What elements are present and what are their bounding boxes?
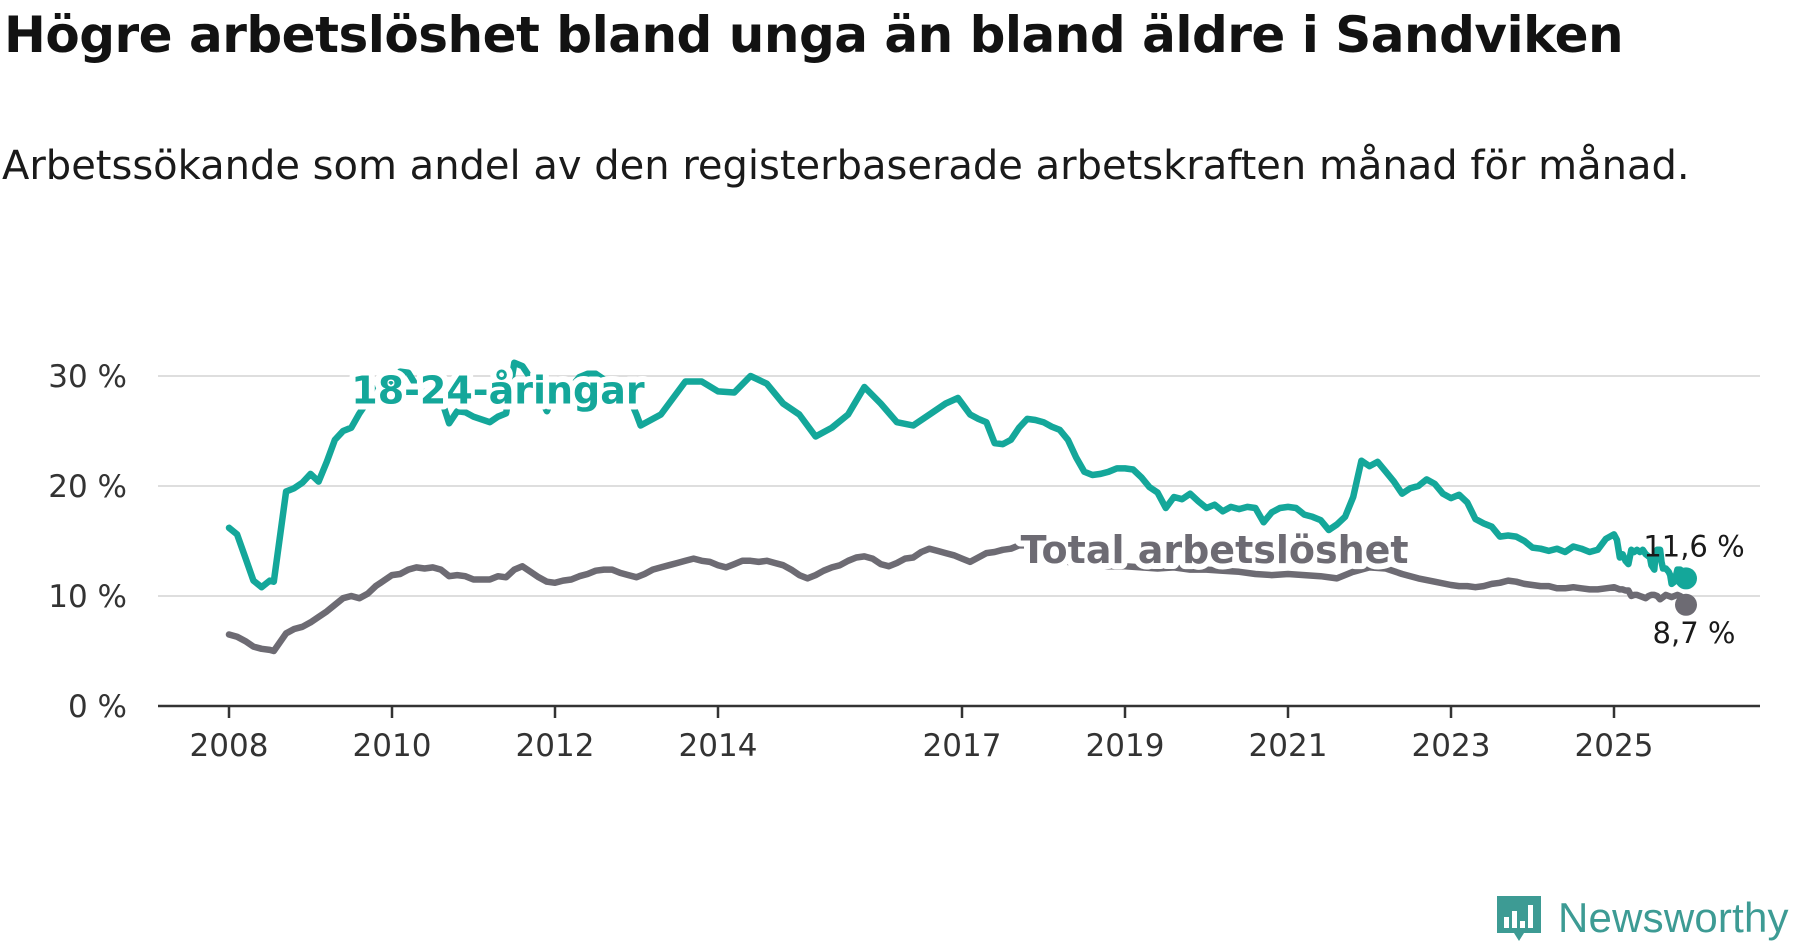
series-end-label: 8,7 %: [1653, 616, 1736, 650]
series-label: 18-24-åringar: [351, 369, 645, 413]
series-end-label: 11,6 %: [1643, 529, 1744, 563]
series-label: Total arbetslöshet: [1021, 528, 1409, 572]
chart-title: Högre arbetslöshet bland unga än bland ä…: [4, 6, 1624, 64]
x-tick-label: 2008: [190, 728, 269, 764]
y-tick-label: 30 %: [48, 359, 127, 395]
y-tick-label: 10 %: [48, 579, 127, 615]
y-tick-label: 0 %: [68, 689, 127, 725]
y-tick-label: 20 %: [48, 469, 127, 505]
x-tick-label: 2025: [1575, 728, 1654, 764]
y-axis-tick-labels: 0 % 10 % 20 % 30 %: [48, 359, 127, 725]
series-line-0: [225, 359, 1690, 591]
x-tick-label: 2010: [353, 728, 432, 764]
x-tick-label: 2017: [923, 728, 1002, 764]
x-tick-label: 2023: [1412, 728, 1491, 764]
brand-name: Newsworthy: [1558, 894, 1789, 941]
x-tick-label: 2021: [1249, 728, 1328, 764]
x-tick-label: 2012: [516, 728, 595, 764]
series-line-1: [225, 542, 1690, 655]
chart-subtitle: Arbetssökande som andel av den registerb…: [2, 143, 1690, 189]
series-lines: [225, 359, 1697, 655]
x-tick-label: 2019: [1086, 728, 1165, 764]
newsworthy-logo: Newsworthy: [1494, 890, 1789, 946]
series-end-point-0: [1675, 567, 1697, 590]
x-axis: 2008 2010 2012 2014 2017 2019 2021 2023 2025: [158, 704, 1760, 764]
gridlines: [158, 375, 1760, 597]
bar-chart-speech-bubble-icon: [1497, 896, 1541, 941]
x-tick-label: 2014: [679, 728, 758, 764]
series-labels: 18-24-åringar 11,6 % Total arbetslöshet 8,7…: [345, 363, 1744, 650]
series-end-point-1: [1675, 593, 1697, 616]
